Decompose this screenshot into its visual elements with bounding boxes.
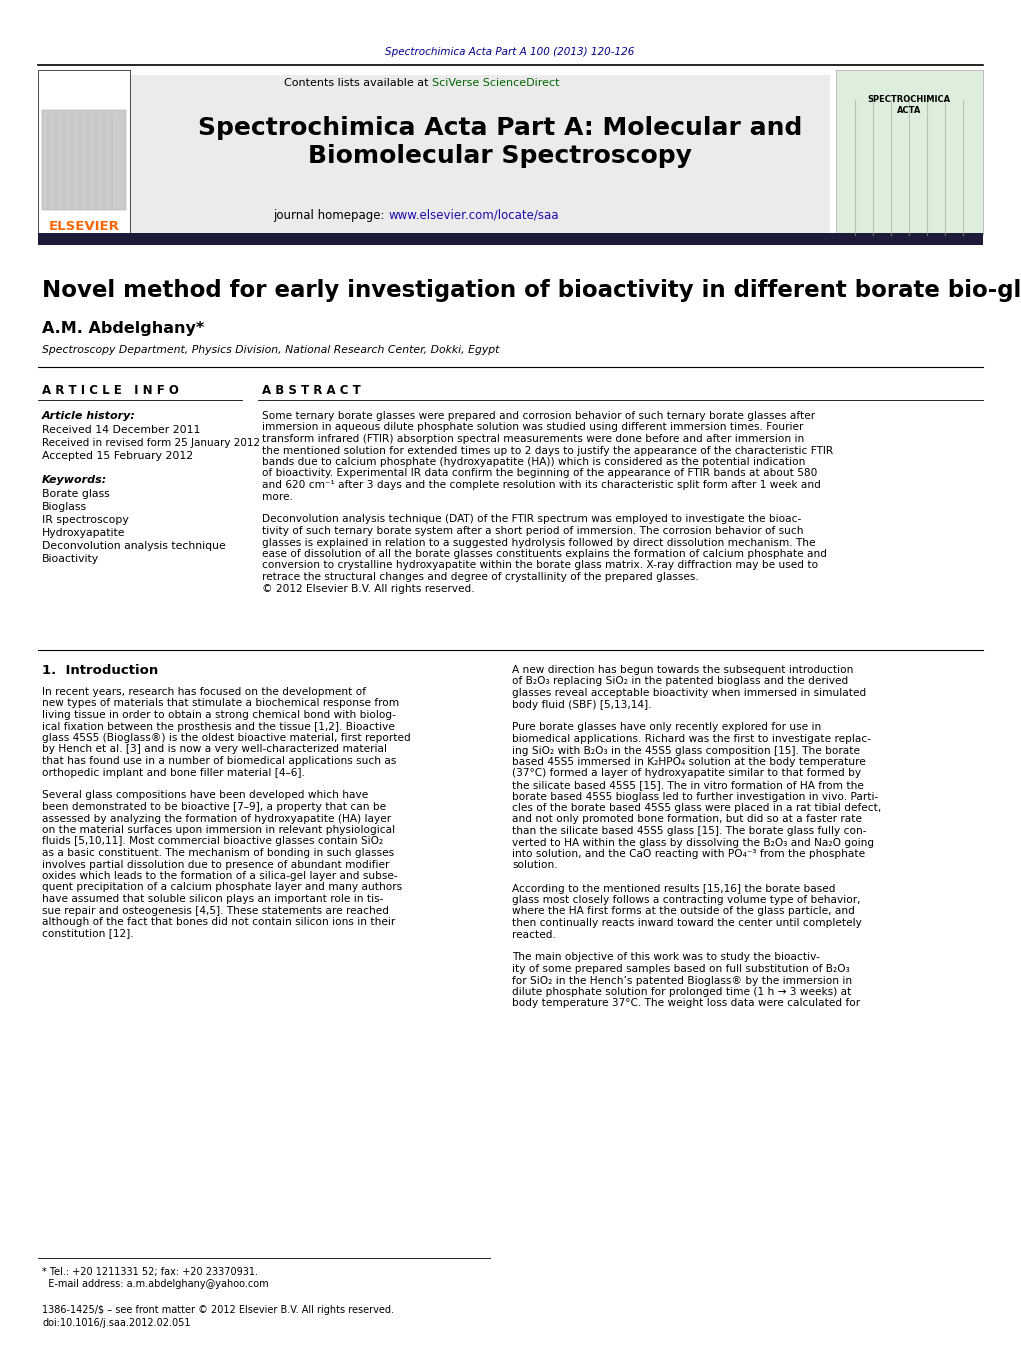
Text: Received 14 December 2011: Received 14 December 2011	[42, 426, 200, 435]
Text: glass most closely follows a contracting volume type of behavior,: glass most closely follows a contracting…	[512, 894, 861, 905]
Text: glasses is explained in relation to a suggested hydrolysis followed by direct di: glasses is explained in relation to a su…	[262, 538, 816, 547]
Text: Contents lists available at: Contents lists available at	[284, 78, 432, 88]
Text: and not only promoted bone formation, but did so at a faster rate: and not only promoted bone formation, bu…	[512, 815, 862, 824]
Text: Pure borate glasses have only recently explored for use in: Pure borate glasses have only recently e…	[512, 723, 821, 732]
Text: have assumed that soluble silicon plays an important role in tis-: have assumed that soluble silicon plays …	[42, 894, 383, 904]
Text: E-mail address: a.m.abdelghany@yahoo.com: E-mail address: a.m.abdelghany@yahoo.com	[42, 1279, 269, 1289]
Text: Spectrochimica Acta Part A 100 (2013) 120-126: Spectrochimica Acta Part A 100 (2013) 12…	[385, 47, 635, 57]
FancyBboxPatch shape	[836, 70, 983, 235]
Text: Accepted 15 February 2012: Accepted 15 February 2012	[42, 451, 193, 461]
Text: bands due to calcium phosphate (hydroxyapatite (HA)) which is considered as the : bands due to calcium phosphate (hydroxya…	[262, 457, 806, 467]
Text: borate based 45S5 bioglass led to further investigation in vivo. Parti-: borate based 45S5 bioglass led to furthe…	[512, 792, 878, 801]
Text: SPECTROCHIMICA
ACTA: SPECTROCHIMICA ACTA	[868, 96, 951, 115]
Text: ical fixation between the prosthesis and the tissue [1,2]. Bioactive: ical fixation between the prosthesis and…	[42, 721, 395, 731]
Text: A.M. Abdelghany*: A.M. Abdelghany*	[42, 320, 204, 335]
Text: glass 45S5 (Bioglass®) is the oldest bioactive material, first reported: glass 45S5 (Bioglass®) is the oldest bio…	[42, 734, 410, 743]
Text: In recent years, research has focused on the development of: In recent years, research has focused on…	[42, 688, 366, 697]
Text: Bioactivity: Bioactivity	[42, 554, 99, 563]
Text: the mentioned solution for extended times up to 2 days to justify the appearance: the mentioned solution for extended time…	[262, 446, 833, 455]
Text: by Hench et al. [3] and is now a very well-characterized material: by Hench et al. [3] and is now a very we…	[42, 744, 387, 754]
Text: conversion to crystalline hydroxyapatite within the borate glass matrix. X-ray d: conversion to crystalline hydroxyapatite…	[262, 561, 818, 570]
Text: living tissue in order to obtain a strong chemical bond with biolog-: living tissue in order to obtain a stron…	[42, 711, 396, 720]
Text: glasses reveal acceptable bioactivity when immersed in simulated: glasses reveal acceptable bioactivity wh…	[512, 688, 866, 698]
Text: Bioglass: Bioglass	[42, 503, 87, 512]
Text: 1.  Introduction: 1. Introduction	[42, 663, 158, 677]
Text: Hydroxyapatite: Hydroxyapatite	[42, 528, 126, 538]
Text: assessed by analyzing the formation of hydroxyapatite (HA) layer: assessed by analyzing the formation of h…	[42, 813, 391, 824]
Text: biomedical applications. Richard was the first to investigate replac-: biomedical applications. Richard was the…	[512, 734, 871, 744]
Text: Spectrochimica Acta Part A: Molecular and
Biomolecular Spectroscopy: Spectrochimica Acta Part A: Molecular an…	[198, 116, 803, 169]
Text: new types of materials that stimulate a biochemical response from: new types of materials that stimulate a …	[42, 698, 399, 708]
Text: Some ternary borate glasses were prepared and corrosion behavior of such ternary: Some ternary borate glasses were prepare…	[262, 411, 815, 422]
Text: as a basic constituent. The mechanism of bonding in such glasses: as a basic constituent. The mechanism of…	[42, 848, 394, 858]
Text: immersion in aqueous dilute phosphate solution was studied using different immer: immersion in aqueous dilute phosphate so…	[262, 423, 804, 432]
Text: Novel method for early investigation of bioactivity in different borate bio-glas: Novel method for early investigation of …	[42, 278, 1021, 301]
Text: 1386-1425/$ – see front matter © 2012 Elsevier B.V. All rights reserved.: 1386-1425/$ – see front matter © 2012 El…	[42, 1305, 394, 1315]
Text: According to the mentioned results [15,16] the borate based: According to the mentioned results [15,1…	[512, 884, 835, 893]
Text: quent precipitation of a calcium phosphate layer and many authors: quent precipitation of a calcium phospha…	[42, 882, 402, 893]
Text: ease of dissolution of all the borate glasses constituents explains the formatio: ease of dissolution of all the borate gl…	[262, 549, 827, 559]
Text: of bioactivity. Experimental IR data confirm the beginning of the appearance of : of bioactivity. Experimental IR data con…	[262, 469, 818, 478]
Text: of B₂O₃ replacing SiO₂ in the patented bioglass and the derived: of B₂O₃ replacing SiO₂ in the patented b…	[512, 677, 848, 686]
Text: based 45S5 immersed in K₂HPO₄ solution at the body temperature: based 45S5 immersed in K₂HPO₄ solution a…	[512, 757, 866, 767]
Text: verted to HA within the glass by dissolving the B₂O₃ and Na₂O going: verted to HA within the glass by dissolv…	[512, 838, 874, 847]
FancyBboxPatch shape	[38, 232, 983, 245]
Text: sue repair and osteogenesis [4,5]. These statements are reached: sue repair and osteogenesis [4,5]. These…	[42, 905, 389, 916]
Text: IR spectroscopy: IR spectroscopy	[42, 515, 129, 526]
Text: Received in revised form 25 January 2012: Received in revised form 25 January 2012	[42, 438, 260, 449]
Text: orthopedic implant and bone filler material [4–6].: orthopedic implant and bone filler mater…	[42, 767, 305, 777]
Text: where the HA first forms at the outside of the glass particle, and: where the HA first forms at the outside …	[512, 907, 855, 916]
Text: A B S T R A C T: A B S T R A C T	[262, 384, 360, 396]
Text: ing SiO₂ with B₂O₃ in the 45S5 glass composition [15]. The borate: ing SiO₂ with B₂O₃ in the 45S5 glass com…	[512, 746, 860, 755]
Text: constitution [12].: constitution [12].	[42, 928, 134, 939]
Text: involves partial dissolution due to presence of abundant modifier: involves partial dissolution due to pres…	[42, 859, 389, 870]
Text: body temperature 37°C. The weight loss data were calculated for: body temperature 37°C. The weight loss d…	[512, 998, 860, 1008]
Text: although of the fact that bones did not contain silicon ions in their: although of the fact that bones did not …	[42, 917, 395, 927]
Text: Article history:: Article history:	[42, 411, 136, 422]
Text: © 2012 Elsevier B.V. All rights reserved.: © 2012 Elsevier B.V. All rights reserved…	[262, 584, 475, 593]
Text: body fluid (SBF) [5,13,14].: body fluid (SBF) [5,13,14].	[512, 700, 651, 709]
Text: ity of some prepared samples based on full substitution of B₂O₃: ity of some prepared samples based on fu…	[512, 965, 849, 974]
Text: retrace the structural changes and degree of crystallinity of the prepared glass: retrace the structural changes and degre…	[262, 571, 698, 582]
Text: dilute phosphate solution for prolonged time (1 h → 3 weeks) at: dilute phosphate solution for prolonged …	[512, 988, 852, 997]
Text: Deconvolution analysis technique (DAT) of the FTIR spectrum was employed to inve: Deconvolution analysis technique (DAT) o…	[262, 515, 801, 524]
Text: been demonstrated to be bioactive [7–9], a property that can be: been demonstrated to be bioactive [7–9],…	[42, 802, 386, 812]
Text: fluids [5,10,11]. Most commercial bioactive glasses contain SiO₂: fluids [5,10,11]. Most commercial bioact…	[42, 836, 383, 847]
Text: than the silicate based 45S5 glass [15]. The borate glass fully con-: than the silicate based 45S5 glass [15].…	[512, 825, 867, 836]
Text: www.elsevier.com/locate/saa: www.elsevier.com/locate/saa	[388, 208, 558, 222]
Text: * Tel.: +20 1211331 52; fax: +20 23370931.: * Tel.: +20 1211331 52; fax: +20 2337093…	[42, 1267, 258, 1277]
Text: that has found use in a number of biomedical applications such as: that has found use in a number of biomed…	[42, 757, 396, 766]
Text: The main objective of this work was to study the bioactiv-: The main objective of this work was to s…	[512, 952, 820, 962]
Text: more.: more.	[262, 492, 293, 501]
Text: Spectroscopy Department, Physics Division, National Research Center, Dokki, Egyp: Spectroscopy Department, Physics Divisio…	[42, 345, 499, 355]
Text: journal homepage:: journal homepage:	[273, 208, 388, 222]
Text: doi:10.1016/j.saa.2012.02.051: doi:10.1016/j.saa.2012.02.051	[42, 1319, 191, 1328]
Text: and 620 cm⁻¹ after 3 days and the complete resolution with its characteristic sp: and 620 cm⁻¹ after 3 days and the comple…	[262, 480, 821, 490]
FancyBboxPatch shape	[42, 109, 126, 209]
Text: A R T I C L E   I N F O: A R T I C L E I N F O	[42, 384, 179, 396]
Text: tivity of such ternary borate system after a short period of immersion. The corr: tivity of such ternary borate system aft…	[262, 526, 804, 536]
Text: Several glass compositions have been developed which have: Several glass compositions have been dev…	[42, 790, 369, 801]
Text: for SiO₂ in the Hench’s patented Bioglass® by the immersion in: for SiO₂ in the Hench’s patented Bioglas…	[512, 975, 853, 985]
Text: the silicate based 45S5 [15]. The in vitro formation of HA from the: the silicate based 45S5 [15]. The in vit…	[512, 780, 864, 790]
FancyBboxPatch shape	[38, 70, 130, 235]
Text: reacted.: reacted.	[512, 929, 555, 939]
Text: SciVerse ScienceDirect: SciVerse ScienceDirect	[432, 78, 560, 88]
Text: cles of the borate based 45S5 glass were placed in a rat tibial defect,: cles of the borate based 45S5 glass were…	[512, 802, 881, 813]
Text: transform infrared (FTIR) absorption spectral measurements were done before and : transform infrared (FTIR) absorption spe…	[262, 434, 805, 444]
Text: solution.: solution.	[512, 861, 557, 870]
Text: Borate glass: Borate glass	[42, 489, 109, 499]
Text: ELSEVIER: ELSEVIER	[49, 220, 119, 234]
Text: oxides which leads to the formation of a silica-gel layer and subse-: oxides which leads to the formation of a…	[42, 871, 397, 881]
Text: into solution, and the CaO reacting with PO₄⁻³ from the phosphate: into solution, and the CaO reacting with…	[512, 848, 865, 859]
Text: A new direction has begun towards the subsequent introduction: A new direction has begun towards the su…	[512, 665, 854, 676]
Text: Deconvolution analysis technique: Deconvolution analysis technique	[42, 540, 226, 551]
Text: (37°C) formed a layer of hydroxyapatite similar to that formed by: (37°C) formed a layer of hydroxyapatite …	[512, 769, 861, 778]
FancyBboxPatch shape	[130, 76, 830, 235]
Text: on the material surfaces upon immersion in relevant physiological: on the material surfaces upon immersion …	[42, 825, 395, 835]
Text: Keywords:: Keywords:	[42, 476, 107, 485]
Text: then continually reacts inward toward the center until completely: then continually reacts inward toward th…	[512, 917, 862, 928]
